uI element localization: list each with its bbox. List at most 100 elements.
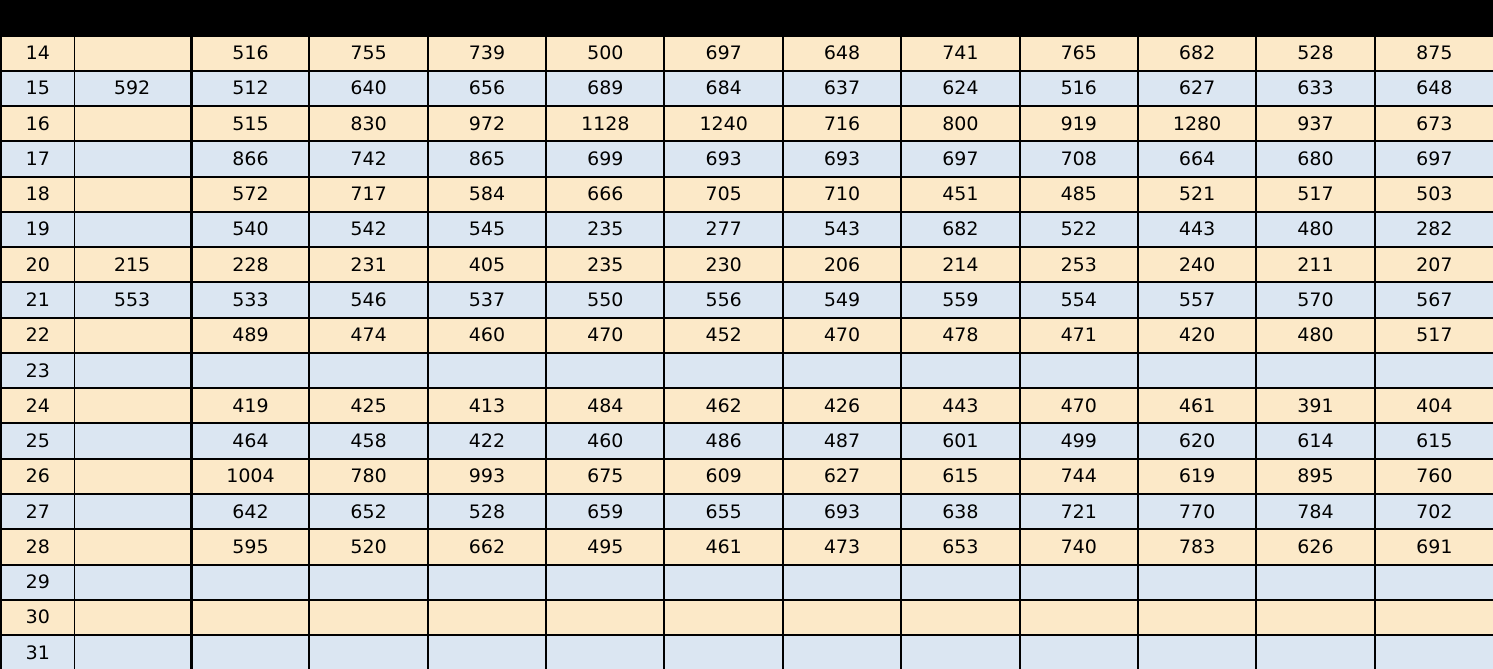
- data-cell[interactable]: 512: [189, 69, 311, 108]
- data-cell[interactable]: 697: [900, 140, 1021, 178]
- data-cell[interactable]: [73, 351, 193, 390]
- data-cell[interactable]: 684: [663, 69, 784, 108]
- data-cell[interactable]: [663, 634, 784, 669]
- data-cell[interactable]: 619: [1136, 457, 1258, 495]
- data-cell[interactable]: [73, 140, 193, 178]
- data-cell[interactable]: 542: [308, 210, 429, 249]
- data-cell[interactable]: 742: [308, 140, 429, 178]
- data-cell[interactable]: [1136, 563, 1258, 601]
- data-cell[interactable]: 206: [781, 246, 903, 284]
- data-cell[interactable]: 615: [1373, 422, 1493, 460]
- data-cell[interactable]: 478: [900, 316, 1021, 354]
- data-cell[interactable]: 559: [900, 281, 1021, 319]
- data-cell[interactable]: 716: [781, 105, 903, 143]
- data-cell[interactable]: 495: [545, 528, 666, 566]
- data-cell[interactable]: 460: [426, 316, 548, 354]
- data-cell[interactable]: 627: [781, 457, 903, 495]
- data-cell[interactable]: 215: [73, 246, 193, 284]
- data-cell[interactable]: 1280: [1136, 105, 1258, 143]
- data-cell[interactable]: 721: [1018, 492, 1139, 531]
- data-cell[interactable]: [308, 634, 429, 669]
- data-cell[interactable]: 556: [663, 281, 784, 319]
- data-cell[interactable]: 554: [1018, 281, 1139, 319]
- data-cell[interactable]: 1240: [663, 105, 784, 143]
- data-cell[interactable]: 567: [1373, 281, 1493, 319]
- data-cell[interactable]: 609: [663, 457, 784, 495]
- data-cell[interactable]: 537: [426, 281, 548, 319]
- data-cell[interactable]: 895: [1255, 457, 1376, 495]
- data-cell[interactable]: 470: [781, 316, 903, 354]
- data-cell[interactable]: 235: [545, 210, 666, 249]
- data-cell[interactable]: 443: [900, 387, 1021, 425]
- data-cell[interactable]: [781, 598, 903, 637]
- data-cell[interactable]: 865: [426, 140, 548, 178]
- data-cell[interactable]: 253: [1018, 246, 1139, 284]
- data-cell[interactable]: 474: [308, 316, 429, 354]
- data-cell[interactable]: 601: [900, 422, 1021, 460]
- data-cell[interactable]: [1373, 634, 1493, 669]
- data-cell[interactable]: [1255, 351, 1376, 390]
- data-cell[interactable]: 426: [781, 387, 903, 425]
- data-cell[interactable]: [1373, 563, 1493, 601]
- data-cell[interactable]: 659: [545, 492, 666, 531]
- row-number-cell[interactable]: 28: [0, 528, 75, 566]
- data-cell[interactable]: 673: [1373, 105, 1493, 143]
- data-cell[interactable]: 830: [308, 105, 429, 143]
- data-cell[interactable]: 207: [1373, 246, 1493, 284]
- data-cell[interactable]: 642: [189, 492, 311, 531]
- row-number-cell[interactable]: 19: [0, 210, 75, 249]
- data-cell[interactable]: 484: [545, 387, 666, 425]
- data-cell[interactable]: 487: [781, 422, 903, 460]
- data-cell[interactable]: 499: [1018, 422, 1139, 460]
- data-cell[interactable]: 937: [1255, 105, 1376, 143]
- data-cell[interactable]: 627: [1136, 69, 1258, 108]
- data-cell[interactable]: 652: [308, 492, 429, 531]
- data-cell[interactable]: 517: [1373, 316, 1493, 354]
- data-cell[interactable]: 691: [1373, 528, 1493, 566]
- data-cell[interactable]: [73, 316, 193, 354]
- data-cell[interactable]: 693: [781, 140, 903, 178]
- data-cell[interactable]: 282: [1373, 210, 1493, 249]
- data-cell[interactable]: 228: [189, 246, 311, 284]
- data-cell[interactable]: [545, 563, 666, 601]
- data-cell[interactable]: [1018, 634, 1139, 669]
- data-cell[interactable]: 533: [189, 281, 311, 319]
- data-cell[interactable]: [781, 634, 903, 669]
- data-cell[interactable]: 489: [189, 316, 311, 354]
- data-cell[interactable]: 682: [900, 210, 1021, 249]
- data-cell[interactable]: [426, 351, 548, 390]
- data-cell[interactable]: 662: [426, 528, 548, 566]
- data-cell[interactable]: 550: [545, 281, 666, 319]
- data-cell[interactable]: 461: [1136, 387, 1258, 425]
- data-cell[interactable]: [73, 422, 193, 460]
- data-cell[interactable]: 741: [900, 37, 1021, 72]
- data-cell[interactable]: 633: [1255, 69, 1376, 108]
- data-cell[interactable]: 760: [1373, 457, 1493, 495]
- data-cell[interactable]: 705: [663, 175, 784, 213]
- data-cell[interactable]: 710: [781, 175, 903, 213]
- data-cell[interactable]: [73, 37, 193, 72]
- data-cell[interactable]: 780: [308, 457, 429, 495]
- row-number-cell[interactable]: 23: [0, 351, 75, 390]
- data-cell[interactable]: 231: [308, 246, 429, 284]
- data-cell[interactable]: 214: [900, 246, 1021, 284]
- data-cell[interactable]: [1255, 563, 1376, 601]
- data-cell[interactable]: [308, 563, 429, 601]
- data-cell[interactable]: 464: [189, 422, 311, 460]
- data-cell[interactable]: [73, 457, 193, 495]
- data-cell[interactable]: [308, 351, 429, 390]
- data-cell[interactable]: [900, 634, 1021, 669]
- data-cell[interactable]: [1373, 351, 1493, 390]
- data-cell[interactable]: 540: [189, 210, 311, 249]
- data-cell[interactable]: 391: [1255, 387, 1376, 425]
- data-cell[interactable]: 765: [1018, 37, 1139, 72]
- data-cell[interactable]: [545, 634, 666, 669]
- data-cell[interactable]: [1136, 634, 1258, 669]
- data-cell[interactable]: 405: [426, 246, 548, 284]
- data-cell[interactable]: [900, 563, 1021, 601]
- data-cell[interactable]: 800: [900, 105, 1021, 143]
- data-cell[interactable]: [1255, 634, 1376, 669]
- data-cell[interactable]: 699: [545, 140, 666, 178]
- data-cell[interactable]: 553: [73, 281, 193, 319]
- data-cell[interactable]: 595: [189, 528, 311, 566]
